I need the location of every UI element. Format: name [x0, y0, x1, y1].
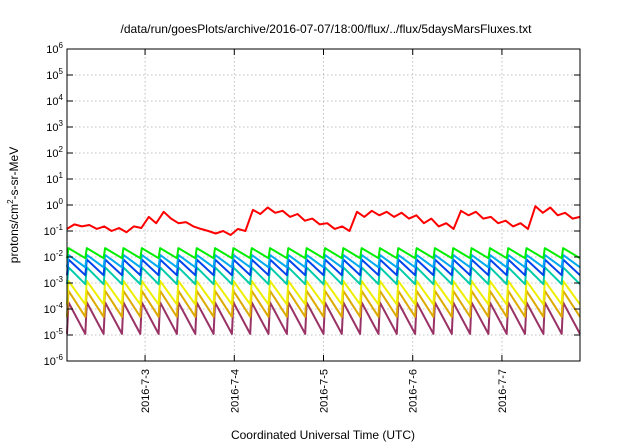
y-tick-base: 10	[44, 278, 56, 290]
y-tick-label: 100	[46, 197, 63, 212]
x-tick-label: 2016-7-7	[497, 369, 509, 413]
x-tick-label: 2016-7-3	[140, 369, 152, 413]
y-tick-label: 103	[46, 119, 63, 134]
x-tick-label: 2016-7-6	[408, 369, 420, 413]
y-tick-label: 10-3	[44, 275, 64, 290]
series-line-2	[66, 247, 581, 260]
y-tick-exponent: -4	[56, 301, 64, 310]
series-layer	[66, 205, 581, 335]
y-tick-exponent: 5	[59, 67, 64, 76]
y-tick-exponent: 4	[59, 93, 64, 102]
y-tick-base: 10	[46, 148, 58, 160]
x-tick-label: 2016-7-5	[319, 369, 331, 413]
y-tick-exponent: 6	[59, 41, 64, 50]
y-tick-base: 10	[44, 226, 56, 238]
y-tick-label: 105	[46, 67, 63, 82]
series-line-6	[66, 279, 581, 306]
x-axis-title: Coordinated Universal Time (UTC)	[231, 428, 415, 442]
y-tick-base: 10	[46, 200, 58, 212]
y-tick-label: 10-6	[44, 353, 64, 368]
y-tick-exponent: 2	[59, 145, 64, 154]
y-tick-base: 10	[46, 44, 58, 56]
y-tick-exponent: -3	[56, 275, 64, 284]
y-tick-exponent: -5	[56, 327, 64, 336]
y-tick-label: 101	[46, 171, 63, 186]
y-tick-base: 10	[44, 356, 56, 368]
y-axis-title: protons/cm2-s-sr-MeV	[6, 147, 21, 263]
y-tick-label: 104	[46, 93, 63, 108]
y-tick-base: 10	[46, 174, 58, 186]
y-tick-label: 10-1	[44, 223, 64, 238]
y-tick-exponent: -2	[56, 249, 64, 258]
y-tick-label: 10-2	[44, 249, 64, 264]
y-tick-label: 106	[46, 41, 63, 56]
y-tick-label: 102	[46, 145, 63, 160]
y-tick-base: 10	[44, 252, 56, 264]
y-tick-exponent: 3	[59, 119, 64, 128]
y-tick-base: 10	[44, 330, 56, 342]
y-axis-title-main: protons/cm	[7, 204, 21, 263]
y-tick-exponent: -1	[56, 223, 64, 232]
y-tick-exponent: -6	[56, 353, 64, 362]
tick-marks	[67, 48, 580, 362]
y-axis-title-rest: -s-sr-MeV	[7, 147, 21, 200]
series-line-3	[66, 253, 581, 269]
chart-title: /data/run/goesPlots/archive/2016-07-07/1…	[121, 22, 533, 36]
series-line-1	[66, 205, 581, 236]
x-tick-label: 2016-7-4	[229, 369, 241, 413]
y-axis-title-superscript: 2	[6, 199, 15, 204]
x-tick-labels: 2016-7-3 2016-7-4 2016-7-5 2016-7-6 2016-7-7	[140, 369, 509, 413]
y-tick-base: 10	[46, 122, 58, 134]
y-tick-labels: 10-610-510-410-310-210-11001011021031041…	[44, 41, 64, 368]
y-tick-base: 10	[46, 70, 58, 82]
y-tick-label: 10-4	[44, 301, 64, 316]
y-tick-exponent: 1	[59, 171, 64, 180]
y-tick-exponent: 0	[59, 197, 64, 206]
y-tick-base: 10	[46, 96, 58, 108]
y-tick-base: 10	[44, 304, 56, 316]
y-tick-label: 10-5	[44, 327, 64, 342]
